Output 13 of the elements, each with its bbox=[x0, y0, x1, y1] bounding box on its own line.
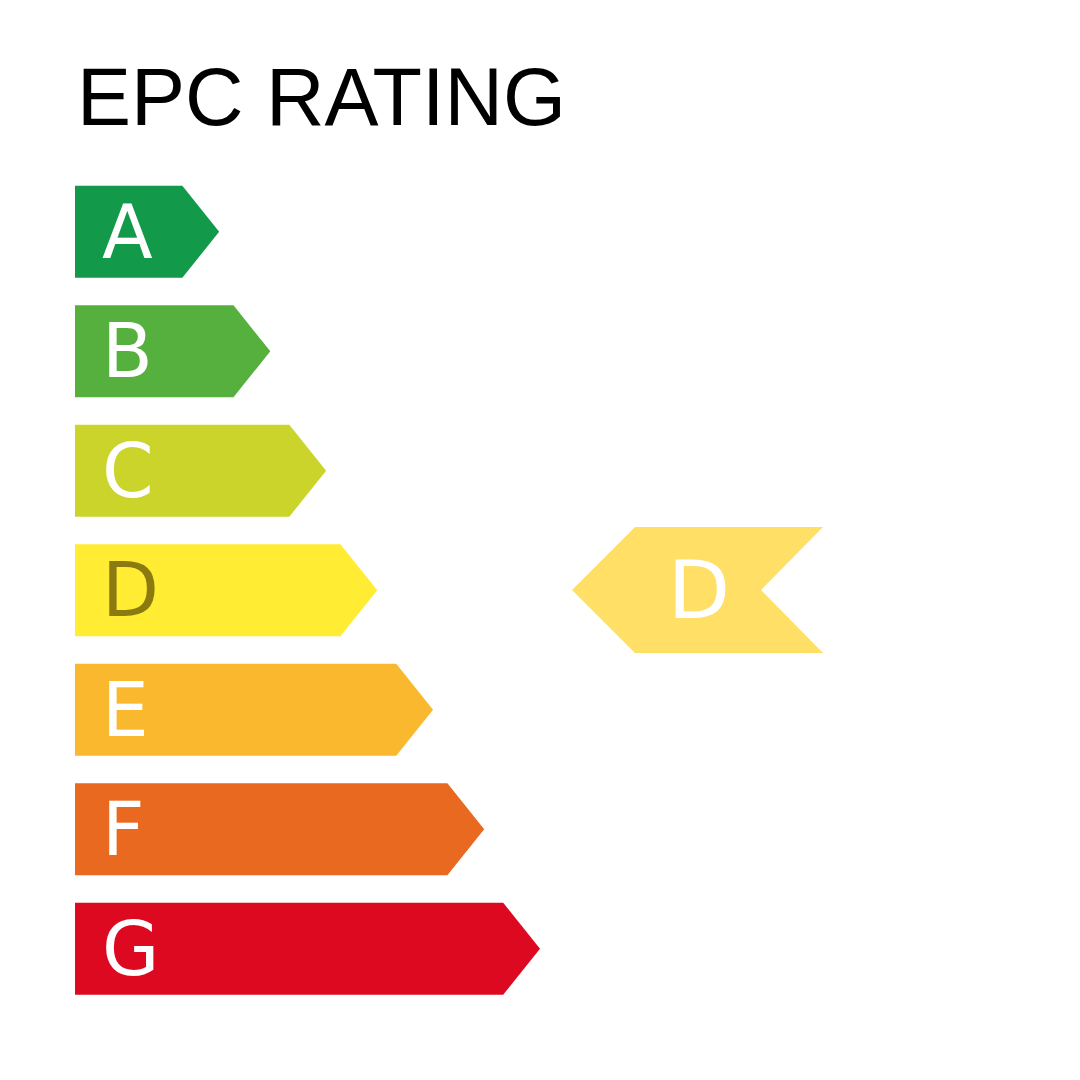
y-tick-label: E bbox=[102, 666, 149, 753]
y-tick-label: F bbox=[102, 786, 145, 873]
y-tick-label: G bbox=[102, 905, 160, 992]
y-tick-label: A bbox=[102, 188, 153, 275]
text: D bbox=[667, 543, 731, 637]
bar bbox=[75, 544, 378, 637]
bar bbox=[75, 902, 540, 995]
y-tick-label: D bbox=[102, 547, 159, 634]
y-tick-label: C bbox=[102, 427, 154, 514]
chart-title: EPC RATING bbox=[77, 51, 567, 142]
bar bbox=[75, 783, 485, 876]
y-tick-label: B bbox=[102, 308, 153, 395]
bar bbox=[75, 663, 434, 756]
